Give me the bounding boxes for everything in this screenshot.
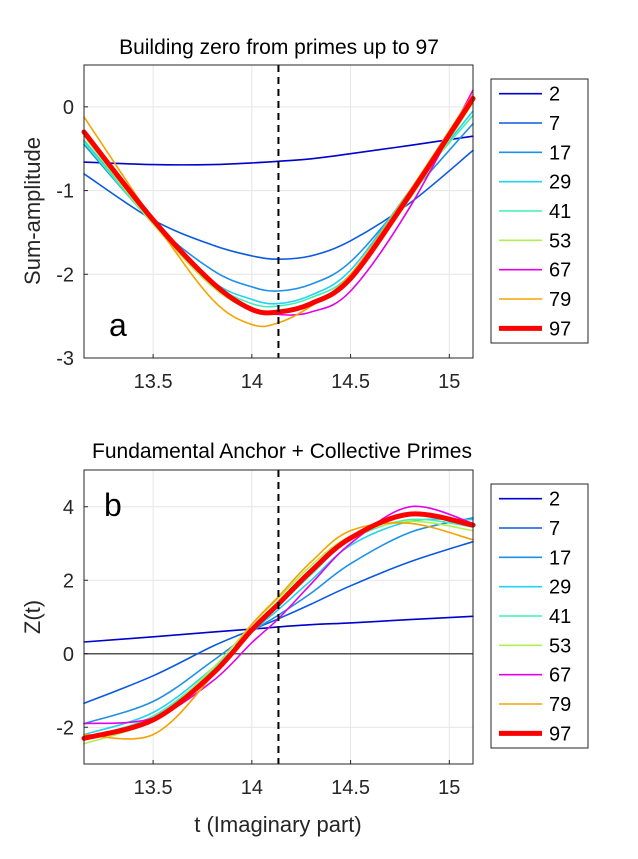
panel-a-legend-label-53: 53 xyxy=(549,230,571,252)
panel-a-legend-label-7: 7 xyxy=(549,113,560,135)
panel-b-legend-label-17: 17 xyxy=(549,547,571,569)
panel-b-xtick-label: 14.5 xyxy=(331,777,370,799)
panel-b: Fundamental Anchor + Collective Primes 1… xyxy=(20,440,589,837)
panel-a-legend-label-67: 67 xyxy=(549,260,571,282)
panel-a-xtick-label: 14 xyxy=(241,371,263,393)
panel-b-axes-box xyxy=(83,469,474,765)
panel-b-title: Fundamental Anchor + Collective Primes xyxy=(92,440,472,463)
panel-a-ytick-label: -2 xyxy=(56,264,74,286)
panel-b-legend-label-79: 79 xyxy=(549,694,571,716)
panel-b-ytick-label: 0 xyxy=(63,644,74,666)
panel-a-xtick-label: 14.5 xyxy=(331,371,370,393)
panel-b-series-line-79 xyxy=(83,522,474,740)
panel-b-xlabel: t (Imaginary part) xyxy=(194,812,362,837)
panel-b-legend-label-2: 2 xyxy=(549,489,560,511)
panel-a-legend-label-97: 97 xyxy=(549,318,571,340)
panel-b-ylabel: Z(t) xyxy=(20,600,45,634)
panel-b-ytick-label: 2 xyxy=(63,570,74,592)
panel-b-legend: 2 7 17 29 41 53 67 79 97 xyxy=(490,483,589,749)
panel-b-legend-label-97: 97 xyxy=(549,723,571,745)
panel-b-legend-label-41: 41 xyxy=(549,606,571,628)
panel-a-xtick-label: 15 xyxy=(438,371,460,393)
panel-b-label: b xyxy=(104,487,122,523)
panel-b-series-line-29 xyxy=(83,518,474,736)
panel-b-xtick-label: 13.5 xyxy=(134,777,173,799)
panel-a-xtick-label: 13.5 xyxy=(134,371,173,393)
panel-a-axes-box xyxy=(83,64,474,359)
panel-a-label: a xyxy=(109,307,127,343)
panel-b-xtick-label: 15 xyxy=(438,777,460,799)
panel-a-legend-label-29: 29 xyxy=(549,172,571,194)
panel-b-legend-label-67: 67 xyxy=(549,665,571,687)
panel-b-series xyxy=(81,505,476,745)
panel-b-legend-label-7: 7 xyxy=(549,518,560,540)
panel-a-ytick-label: 0 xyxy=(63,97,74,119)
panel-b-xtick-label: 14 xyxy=(241,777,263,799)
panel-b-ticks: 13.5 14 14.5 15 4 2 0 -2 xyxy=(56,497,460,799)
panel-a-legend-label-17: 17 xyxy=(549,142,571,164)
panel-b-ytick-label: -2 xyxy=(56,717,74,739)
panel-a: Building zero from primes up to 97 13.5 1… xyxy=(20,36,589,393)
panel-b-legend-label-29: 29 xyxy=(549,577,571,599)
panel-a-legend-label-2: 2 xyxy=(549,84,560,106)
panel-a-title: Building zero from primes up to 97 xyxy=(119,36,439,59)
panel-a-ylabel: Sum-amplitude xyxy=(20,137,45,285)
panel-a-legend: 2 7 17 29 41 53 67 79 97 xyxy=(490,78,589,344)
panel-b-legend-label-53: 53 xyxy=(549,635,571,657)
panel-b-ytick-label: 4 xyxy=(63,497,74,519)
panel-a-ticks: 13.5 14 14.5 15 0 -1 -2 -3 xyxy=(56,97,460,393)
panel-a-legend-label-79: 79 xyxy=(549,289,571,311)
panel-a-ytick-label: -1 xyxy=(56,181,74,203)
panel-a-ytick-label: -3 xyxy=(56,348,74,370)
panel-a-legend-label-41: 41 xyxy=(549,201,571,223)
